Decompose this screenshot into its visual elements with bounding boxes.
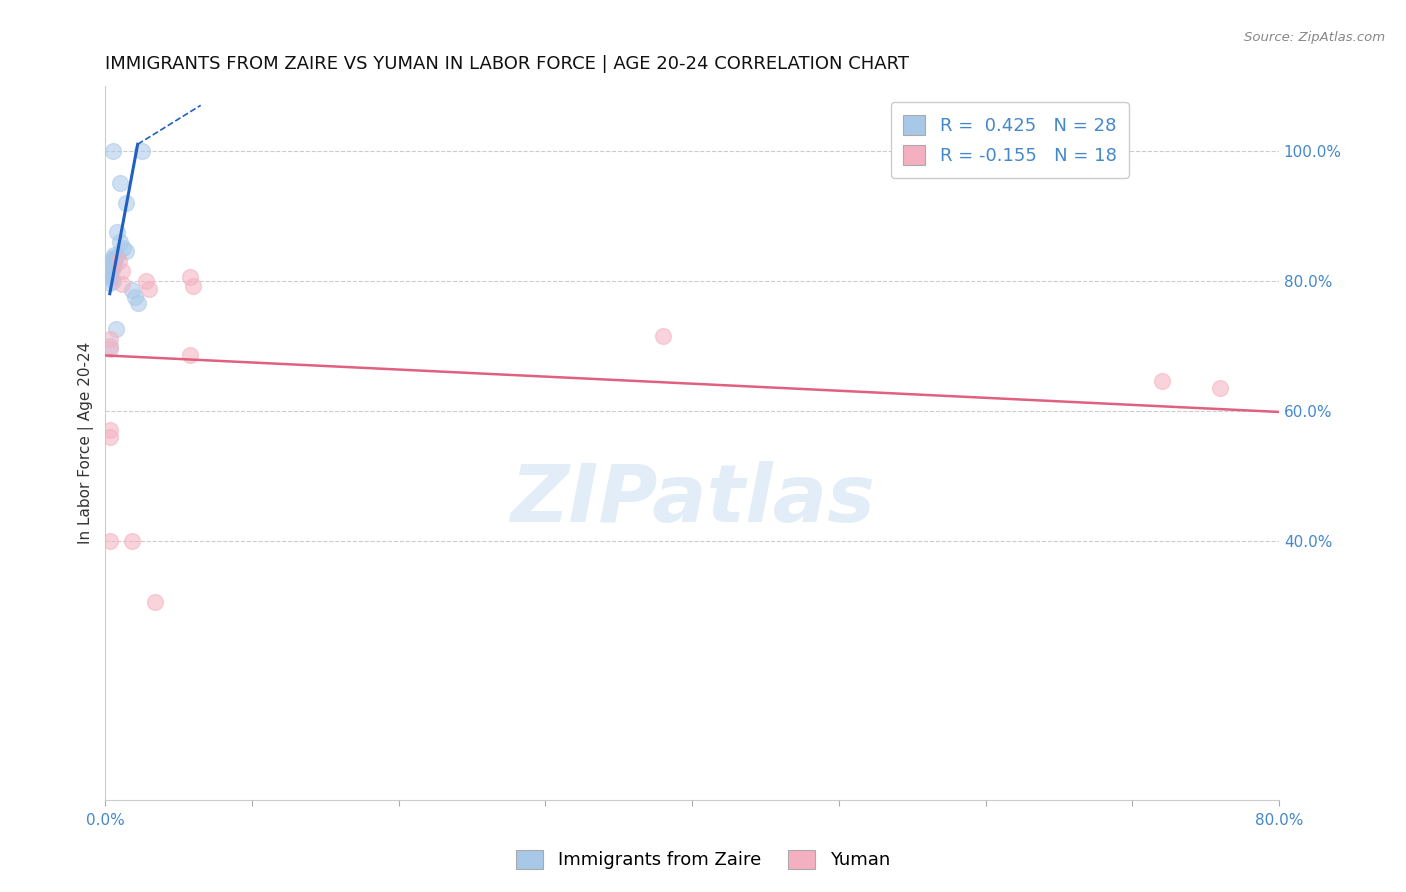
Point (179, 270, 201, 285)
Point (143, 595, 166, 609)
Point (107, 254, 129, 268)
Legend: Immigrants from Zaire, Yuman: Immigrants from Zaire, Yuman (508, 841, 898, 879)
Point (115, 195, 138, 210)
Point (138, 281, 160, 295)
Point (179, 348, 201, 362)
Point (127, 296, 149, 310)
Point (98, 423, 121, 437)
Text: Source: ZipAtlas.com: Source: ZipAtlas.com (1244, 31, 1385, 45)
Point (101, 260, 124, 275)
Point (104, 322, 127, 336)
Point (98, 339, 121, 353)
Point (98, 264, 121, 278)
Point (100, 257, 122, 271)
Point (101, 251, 124, 265)
Point (98, 533, 121, 548)
Point (651, 329, 673, 343)
Point (1209, 381, 1232, 395)
Point (111, 241, 134, 255)
Point (103, 258, 125, 272)
Text: IMMIGRANTS FROM ZAIRE VS YUMAN IN LABOR FORCE | AGE 20-24 CORRELATION CHART: IMMIGRANTS FROM ZAIRE VS YUMAN IN LABOR … (105, 55, 910, 73)
Point (103, 252, 125, 267)
Point (105, 225, 128, 239)
Point (98, 342, 121, 356)
Point (124, 290, 146, 304)
Point (183, 279, 205, 293)
Text: ZIPatlas: ZIPatlas (509, 461, 875, 540)
Point (100, 270, 122, 285)
Point (110, 264, 132, 278)
Point (98, 276, 121, 290)
Point (108, 176, 131, 190)
Point (121, 533, 143, 548)
Point (98, 429, 121, 443)
Point (1150, 375, 1173, 389)
Point (131, 144, 153, 158)
Point (135, 274, 157, 288)
Point (98, 332, 121, 346)
Point (115, 244, 138, 259)
Point (101, 144, 124, 158)
Point (103, 248, 125, 262)
Point (98, 268, 121, 283)
Point (121, 284, 143, 298)
Point (100, 262, 122, 277)
Y-axis label: In Labor Force | Age 20-24: In Labor Force | Age 20-24 (79, 342, 94, 544)
Point (110, 277, 132, 291)
Point (100, 254, 122, 268)
Point (105, 249, 128, 263)
Point (101, 274, 124, 288)
Point (108, 235, 131, 249)
Point (98, 266, 121, 280)
Legend: R =  0.425   N = 28, R = -0.155   N = 18: R = 0.425 N = 28, R = -0.155 N = 18 (891, 102, 1129, 178)
